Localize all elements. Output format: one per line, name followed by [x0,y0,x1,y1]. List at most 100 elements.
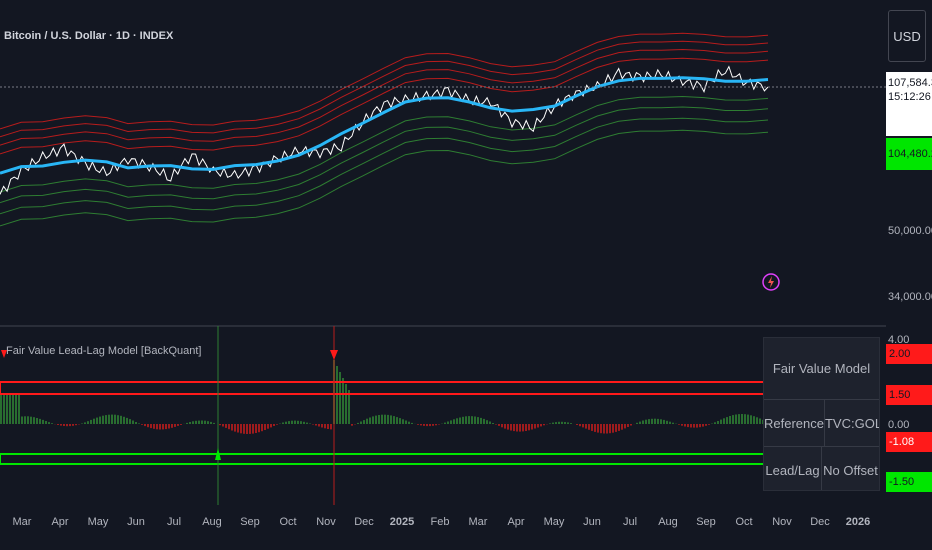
osc-bar [30,416,32,424]
osc-bar [480,417,482,424]
osc-bar [105,415,107,424]
osc-bar [594,424,596,432]
osc-bar [696,424,698,428]
osc-bar [27,416,29,424]
lower-band-line [0,95,769,193]
osc-bar [327,424,329,429]
osc-bar [192,421,194,424]
table-row: Reference TVC:GOLD [764,400,879,447]
osc-bar [132,420,134,424]
osc-bar [588,424,590,430]
osc-bar [228,424,230,430]
lower-band-line [0,106,769,204]
osc-bar [375,415,377,424]
threshold-tag: -1.08 [886,432,932,452]
table-row: Lead/Lag No Offset [764,447,879,490]
osc-bar [222,424,224,427]
osc-bar [447,421,449,424]
osc-bar [240,424,242,434]
osc-bar [246,424,248,434]
osc-bar [3,394,5,424]
osc-bar [258,424,260,433]
osc-bar [267,424,269,429]
osc-bar [99,416,101,424]
time-tick: Jun [127,516,145,528]
osc-bar [213,422,215,424]
osc-bar [159,424,161,430]
osc-bar [198,420,200,424]
osc-bar [366,418,368,424]
osc-bar [669,421,671,424]
osc-bar [684,424,686,427]
osc-bar [210,421,212,424]
osc-bar [543,424,545,426]
osc-bar [702,424,704,427]
osc-bar [534,424,536,429]
osc-bar [459,417,461,424]
osc-bar [309,423,311,424]
osc-bar [486,420,488,424]
osc-bar [369,417,371,424]
osc-bar [561,421,563,424]
osc-bar [723,418,725,424]
osc-bar [456,418,458,424]
osc-bar [624,424,626,429]
osc-bar [735,414,737,424]
osc-bar [732,415,734,424]
time-tick: Jul [623,516,637,528]
indicator-title[interactable]: Fair Value Lead-Lag Model [BackQuant] [6,345,202,357]
currency-button[interactable]: USD [888,10,926,62]
time-tick: Mar [13,516,32,528]
osc-bar [405,420,407,424]
osc-bar [321,424,323,428]
fair-value-line [0,76,769,175]
osc-bar [603,424,605,434]
osc-bar [750,415,752,424]
osc-bar [273,424,275,426]
osc-bar [666,420,668,424]
upper-threshold-band [0,381,766,395]
osc-bar [306,422,308,424]
osc-bar [600,424,602,434]
osc-bar [564,422,566,424]
osc-bar [48,422,50,424]
time-tick: Jul [167,516,181,528]
osc-bar [621,424,623,430]
osc-bar [345,384,347,424]
osc-bar [12,394,14,424]
osc-tick: 4.00 [888,334,909,346]
last-price-label: 107,584.31 15:12:26 [886,72,932,136]
osc-bar [285,421,287,424]
osc-bar [318,424,320,427]
osc-bar [330,424,332,430]
symbol-title[interactable]: Bitcoin / U.S. Dollar · 1D · INDEX [4,30,174,42]
osc-bar [180,424,182,425]
upper-band-line [0,40,769,138]
osc-bar [699,424,701,428]
osc-bar [585,424,587,429]
osc-bar [372,416,374,424]
osc-bar [741,414,743,424]
time-tick: May [88,516,109,528]
valuation-bands [0,32,769,227]
osc-bar [717,421,719,424]
osc-bar [387,414,389,424]
osc-bar [126,417,128,424]
osc-bar [84,422,86,424]
osc-bar [342,378,344,424]
osc-bar [747,414,749,424]
osc-bar [411,422,413,424]
osc-bar [687,424,689,428]
osc-bar [0,394,2,424]
alert-icon[interactable] [762,273,780,291]
osc-bar [423,424,425,426]
osc-bar [537,424,539,428]
osc-bar [303,421,305,424]
osc-bar [249,424,251,434]
table-value: No Offset [821,447,879,490]
osc-bar [87,421,89,424]
long-signal-marker [215,448,221,460]
osc-bar [156,424,158,430]
table-key: Lead/Lag [765,462,820,478]
